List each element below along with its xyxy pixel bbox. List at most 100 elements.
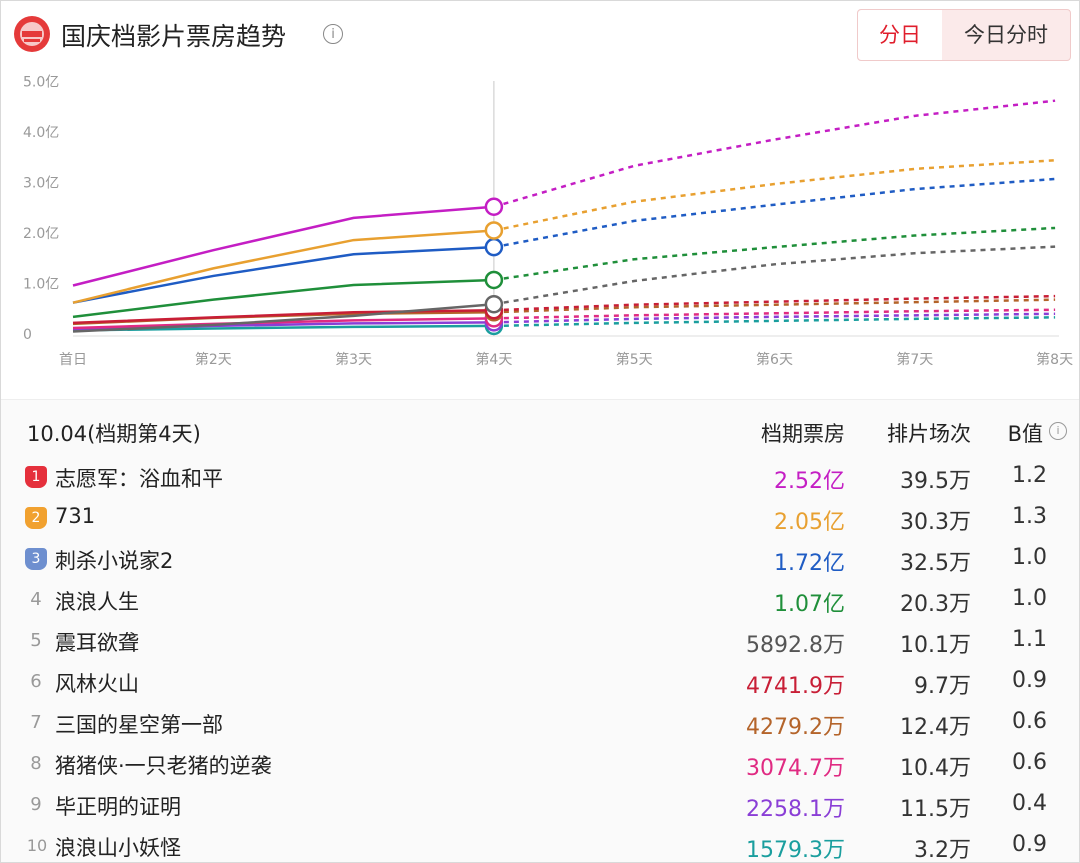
view-toggle: 分日 今日分时: [857, 9, 1071, 61]
series-line-forecast: [493, 298, 1056, 314]
movie-name: 三国的星空第一部: [55, 713, 223, 737]
series-line-actual: [72, 324, 494, 332]
box-office-value: 1.07亿: [774, 592, 845, 617]
y-tick-label: 2.0亿: [23, 226, 59, 242]
b-value: 0.9: [1012, 668, 1047, 693]
x-tick-label: 第3天: [335, 351, 372, 368]
selected-date: 10.04(档期第4天): [27, 422, 201, 446]
table-header: 10.04(档期第4天) 档期票房 排片场次 B值 i: [1, 400, 1079, 458]
series-point-marker[interactable]: [484, 197, 504, 216]
y-tick-label: 0: [23, 327, 32, 343]
b-value: 1.2: [1012, 463, 1047, 488]
series-line-actual: [72, 302, 495, 333]
movie-name: 浪浪山小妖怪: [55, 836, 181, 860]
title-info-icon[interactable]: i: [323, 24, 343, 44]
screenings-value: 11.5万: [900, 797, 971, 822]
series-point-marker[interactable]: [484, 294, 504, 314]
divider: [1, 399, 1079, 400]
rank-badge: 3: [25, 548, 47, 570]
series-line-actual: [72, 245, 494, 304]
x-tick-label: 第8天: [1036, 351, 1073, 368]
app-logo-icon: [14, 16, 50, 52]
series-point-marker[interactable]: [484, 221, 504, 240]
b-value: 1.0: [1012, 545, 1047, 570]
x-tick-label: 第4天: [475, 351, 512, 368]
table-row[interactable]: 2 731 2.05亿 30.3万 1.3: [1, 497, 1079, 538]
tab-today-hourly[interactable]: 今日分时: [964, 23, 1048, 47]
ranking-table: 10.04(档期第4天) 档期票房 排片场次 B值 i 1 志愿军：浴血和平 2.5…: [1, 400, 1079, 862]
movie-name: 731: [55, 504, 96, 528]
b-value: 1.3: [1012, 504, 1047, 529]
table-row[interactable]: 3 刺杀小说家2 1.72亿 32.5万 1.0: [1, 538, 1079, 579]
box-office-value: 1.72亿: [774, 551, 845, 576]
series-line-forecast: [493, 99, 1056, 208]
series-line-forecast: [493, 159, 1056, 232]
x-tick-label: 第6天: [756, 351, 793, 368]
movie-name: 浪浪人生: [55, 590, 139, 614]
rank-badge: 8: [30, 753, 42, 774]
header: 国庆档影片票房趋势 i 分日 今日分时: [1, 1, 1079, 67]
column-box-office: 档期票房: [761, 422, 845, 446]
rank-badge: 7: [30, 712, 42, 733]
rank-badge: 10: [26, 836, 48, 855]
table-row[interactable]: 6 风林火山 4741.9万 9.7万 0.9: [1, 661, 1079, 702]
box-office-value: 2.05亿: [774, 510, 845, 535]
table-row[interactable]: 7 三国的星空第一部 4279.2万 12.4万 0.6: [1, 702, 1079, 743]
table-row[interactable]: 10 浪浪山小妖怪 1579.3万 3.2万 0.9: [1, 825, 1079, 863]
b-value: 0.6: [1012, 750, 1047, 775]
box-office-value: 2.52亿: [774, 469, 845, 494]
y-tick-label: 1.0亿: [23, 277, 59, 293]
x-tick-label: 首日: [59, 352, 87, 368]
box-office-value: 5892.8万: [746, 633, 845, 658]
series-line-actual: [72, 309, 494, 325]
screenings-value: 10.4万: [900, 756, 971, 781]
series-line-forecast: [493, 308, 1056, 320]
movie-name: 志愿军：浴血和平: [55, 467, 223, 491]
b-value: 0.4: [1012, 791, 1047, 816]
series-line-actual: [72, 229, 494, 304]
series-point-marker[interactable]: [484, 237, 504, 257]
b-value: 1.1: [1012, 627, 1047, 652]
x-tick-label: 第2天: [195, 351, 232, 368]
y-tick-label: 5.0亿: [23, 75, 59, 91]
movie-name: 刺杀小说家2: [55, 549, 174, 573]
b-value: 0.6: [1012, 709, 1047, 734]
screenings-value: 12.4万: [900, 715, 971, 740]
table-row[interactable]: 5 震耳欲聋 5892.8万 10.1万 1.1: [1, 620, 1079, 661]
screenings-value: 9.7万: [914, 674, 971, 699]
column-screenings: 排片场次: [887, 422, 971, 446]
table-row[interactable]: 9 毕正明的证明 2258.1万 11.5万 0.4: [1, 784, 1079, 825]
rank-badge: 5: [30, 630, 42, 651]
series-line-forecast: [493, 226, 1056, 282]
series-line-forecast: [493, 312, 1056, 324]
screenings-value: 10.1万: [900, 633, 971, 658]
table-row[interactable]: 1 志愿军：浴血和平 2.52亿 39.5万 1.2: [1, 456, 1079, 497]
screenings-value: 32.5万: [900, 551, 971, 576]
x-tick-label: 第5天: [616, 351, 653, 368]
box-office-value: 2258.1万: [746, 797, 845, 822]
screenings-value: 3.2万: [914, 838, 971, 863]
tab-daily[interactable]: 分日: [858, 10, 942, 60]
series-line-forecast: [493, 316, 1056, 328]
series-line-actual: [72, 205, 494, 287]
b-value: 1.0: [1012, 586, 1047, 611]
series-point-marker[interactable]: [484, 270, 504, 290]
series-line-forecast: [493, 177, 1056, 249]
y-tick-label: 4.0亿: [23, 125, 59, 141]
rank-badge: 2: [25, 507, 47, 529]
series-line-actual: [72, 278, 494, 319]
movie-name: 震耳欲聋: [55, 631, 139, 655]
rank-badge: 6: [30, 671, 42, 692]
column-b-value: B值: [1007, 422, 1043, 446]
rank-badge: 1: [25, 466, 47, 488]
table-row[interactable]: 4 浪浪人生 1.07亿 20.3万 1.0: [1, 579, 1079, 620]
screenings-value: 39.5万: [900, 469, 971, 494]
movie-name: 风林火山: [55, 672, 139, 696]
box-office-trend-chart: 5.0亿 4.0亿 3.0亿 2.0亿 1.0亿 0 首日 第2天 第3天 第4天 第5天 第6天 第7…: [23, 75, 1073, 369]
screenings-value: 20.3万: [900, 592, 971, 617]
table-row[interactable]: 8 猪猪侠·一只老猪的逆袭 3074.7万 10.4万 0.6: [1, 743, 1079, 784]
box-office-value: 4279.2万: [746, 715, 845, 740]
b-value-info-icon[interactable]: i: [1049, 422, 1067, 440]
y-tick-label: 3.0亿: [23, 176, 59, 192]
